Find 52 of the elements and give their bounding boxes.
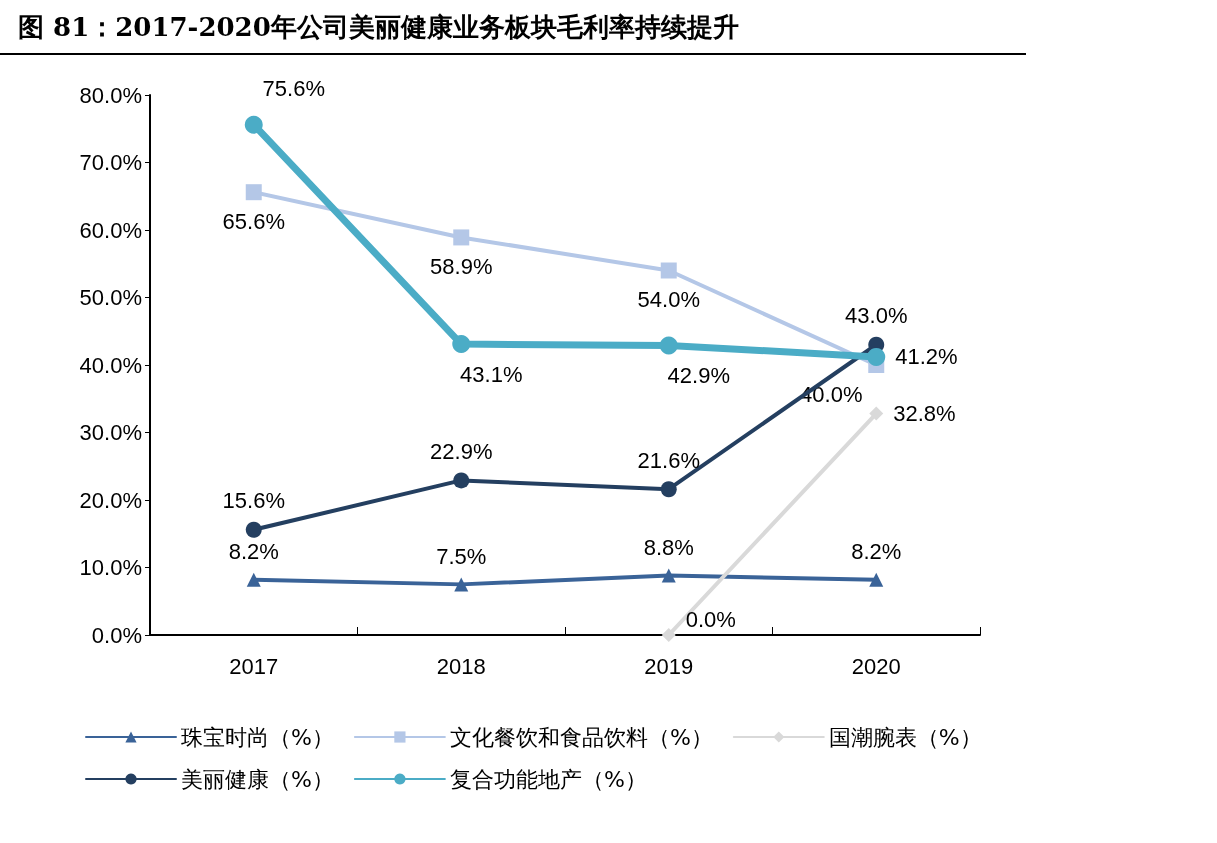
legend-label: 美丽健康（%） bbox=[181, 766, 334, 792]
data-label: 7.5% bbox=[436, 543, 487, 569]
data-label: 8.2% bbox=[851, 539, 902, 565]
data-label: 75.6% bbox=[262, 76, 325, 102]
point bbox=[245, 184, 262, 201]
point bbox=[244, 115, 263, 134]
point bbox=[661, 628, 676, 642]
legend-label: 国潮腕表（%） bbox=[828, 724, 982, 750]
data-label: 22.9% bbox=[430, 438, 493, 464]
point bbox=[867, 347, 886, 366]
data-label: 0.0% bbox=[685, 606, 736, 632]
x-tick-label: 2018 bbox=[436, 653, 486, 679]
data-label: 65.6% bbox=[222, 208, 285, 234]
data-label: 54.0% bbox=[637, 287, 700, 312]
y-tick-label: 10.0% bbox=[79, 555, 142, 580]
data-label: 43.0% bbox=[845, 303, 908, 329]
data-label: 8.8% bbox=[643, 535, 694, 561]
legend-label: 复合功能地产（%） bbox=[449, 766, 647, 792]
data-label: 32.8% bbox=[893, 401, 956, 427]
point bbox=[245, 521, 262, 538]
data-label: 43.1% bbox=[460, 361, 523, 387]
data-label: 15.6% bbox=[222, 488, 285, 514]
point bbox=[454, 577, 469, 592]
point bbox=[660, 481, 677, 498]
x-tick-label: 2019 bbox=[644, 653, 694, 679]
y-tick-label: 30.0% bbox=[79, 420, 142, 445]
point bbox=[246, 572, 261, 587]
point bbox=[453, 229, 470, 246]
data-label: 42.9% bbox=[667, 362, 730, 388]
point bbox=[660, 262, 677, 279]
point bbox=[659, 336, 678, 355]
y-tick-label: 20.0% bbox=[79, 487, 142, 513]
y-tick-label: 50.0% bbox=[79, 285, 142, 310]
point bbox=[869, 572, 884, 587]
legend-label: 珠宝时尚（%） bbox=[181, 724, 334, 750]
y-tick-label: 80.0% bbox=[79, 82, 142, 108]
point bbox=[453, 472, 470, 489]
data-label: 58.9% bbox=[430, 253, 493, 279]
data-label: 8.2% bbox=[228, 539, 279, 565]
point bbox=[661, 568, 676, 583]
y-tick-label: 60.0% bbox=[79, 217, 142, 243]
chart-title: 图 81：2017-2020年公司美丽健康业务板块毛利率持续提升 bbox=[0, 0, 1026, 55]
y-tick-label: 40.0% bbox=[79, 352, 142, 378]
point bbox=[869, 406, 884, 421]
data-label: 21.6% bbox=[637, 447, 700, 473]
data-label: 41.2% bbox=[895, 344, 958, 370]
x-tick-label: 2020 bbox=[851, 653, 901, 679]
x-tick-label: 2017 bbox=[229, 653, 279, 679]
point bbox=[452, 335, 471, 354]
y-tick-label: 0.0% bbox=[91, 622, 142, 648]
y-tick-label: 70.0% bbox=[79, 150, 142, 175]
legend-label: 文化餐饮和食品饮料（%） bbox=[449, 724, 713, 750]
